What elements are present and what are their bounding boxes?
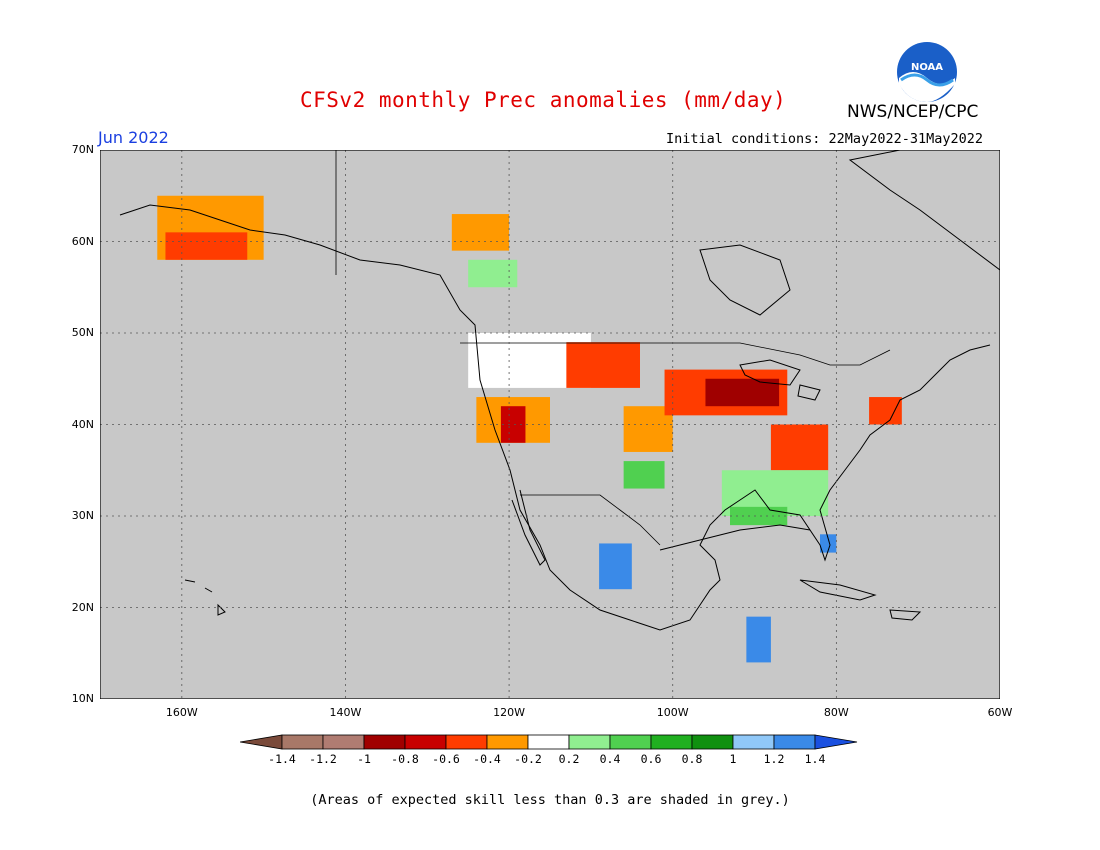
great-lakes [739, 359, 821, 401]
org-label: NWS/NCEP/CPC [847, 102, 979, 122]
anomaly-region [869, 397, 902, 425]
colorbar-swatch [363, 734, 406, 750]
anomaly-region [623, 461, 665, 489]
colorbar-tick-label: 0.2 [559, 752, 580, 766]
colorbar-swatch [527, 734, 570, 750]
lat-tick-label: 60N [71, 234, 94, 248]
colorbar-swatch [732, 734, 775, 750]
lat-tick-label: 70N [71, 143, 94, 156]
anomaly-region [623, 406, 673, 452]
anomaly-region [705, 378, 780, 407]
anomaly-regions [157, 195, 902, 663]
colorbar-swatch [404, 734, 447, 750]
hawaii [184, 579, 226, 616]
hudson-bay [699, 244, 791, 316]
political-borders [335, 150, 891, 546]
lon-tick-label: 60W [987, 706, 1013, 719]
colorbar-min-arrow [239, 734, 283, 750]
anomaly-region [820, 534, 837, 553]
initial-conditions: Initial conditions: 22May2022-31May2022 [666, 131, 983, 147]
colorbar-swatch [773, 734, 816, 750]
gulf-coast [659, 524, 811, 551]
colorbar-tick-label: -1 [357, 752, 371, 766]
us-mexico-border [520, 494, 661, 546]
lat-tick-label: 50N [71, 326, 94, 339]
lat-tick-label: 20N [71, 600, 94, 614]
colorbar-tick-label: 1 [730, 752, 737, 766]
colorbar: -1.4 -1.2 -1 -0.8 -0.6 -0.4 -0.2 0.2 0.4 0.6 0.8 1 1… [239, 730, 862, 770]
colorbar-swatch [691, 734, 734, 750]
canada-us-border [460, 342, 891, 366]
colorbar-swatch [322, 734, 365, 750]
hispaniola [889, 609, 922, 621]
anomaly-region [165, 232, 248, 260]
colorbar-tick-label: -1.2 [309, 752, 337, 766]
baja [511, 489, 546, 566]
lat-tick-label: 30N [71, 509, 94, 522]
anomaly-map [99, 149, 1001, 700]
lon-tick-label: 160W [165, 706, 198, 719]
lon-tick-label: 140W [329, 706, 362, 719]
colorbar-tick-label: 1.4 [805, 752, 826, 766]
colorbar-tick-label: -1.4 [268, 752, 296, 766]
lat-lon-grid [100, 150, 1000, 699]
lat-tick-label: 40N [71, 417, 94, 431]
colorbar-swatch [609, 734, 652, 750]
lon-tick-label: 80W [823, 706, 849, 719]
noaa-logo-text: NOAA [911, 62, 943, 73]
forecast-month: Jun 2022 [98, 128, 169, 147]
north-america-coast [119, 204, 991, 631]
anomaly-region [468, 259, 518, 288]
map-title: CFSv2 monthly Prec anomalies (mm/day) [300, 88, 787, 112]
colorbar-swatch [281, 734, 324, 750]
colorbar-tick-label: -0.4 [473, 752, 501, 766]
colorbar-tick-label: -0.6 [432, 752, 460, 766]
colorbar-swatch [650, 734, 693, 750]
anomaly-region [451, 214, 510, 251]
lon-tick-label: 100W [656, 706, 689, 719]
colorbar-tick-label: -0.8 [391, 752, 419, 766]
caribbean-cuba [799, 579, 877, 601]
skill-footnote: (Areas of expected skill less than 0.3 a… [310, 792, 790, 808]
colorbar-swatch [568, 734, 611, 750]
anomaly-region [566, 342, 640, 388]
anomaly-region [770, 424, 829, 471]
colorbar-swatch [486, 734, 529, 750]
anomaly-region [746, 616, 771, 663]
colorbar-swatch [445, 734, 488, 750]
anomaly-region [730, 506, 788, 526]
anomaly-region [599, 543, 632, 590]
colorbar-tick-label: -0.2 [514, 752, 542, 766]
colorbar-tick-label: 0.4 [600, 752, 621, 766]
noaa-logo: NOAA [895, 40, 959, 104]
colorbar-tick-label: 0.8 [682, 752, 703, 766]
lon-tick-label: 120W [493, 706, 526, 719]
lat-tick-label: 10N [71, 692, 94, 705]
colorbar-tick-label: 0.6 [641, 752, 662, 766]
colorbar-tick-label: 1.2 [764, 752, 785, 766]
colorbar-max-arrow [814, 734, 858, 750]
